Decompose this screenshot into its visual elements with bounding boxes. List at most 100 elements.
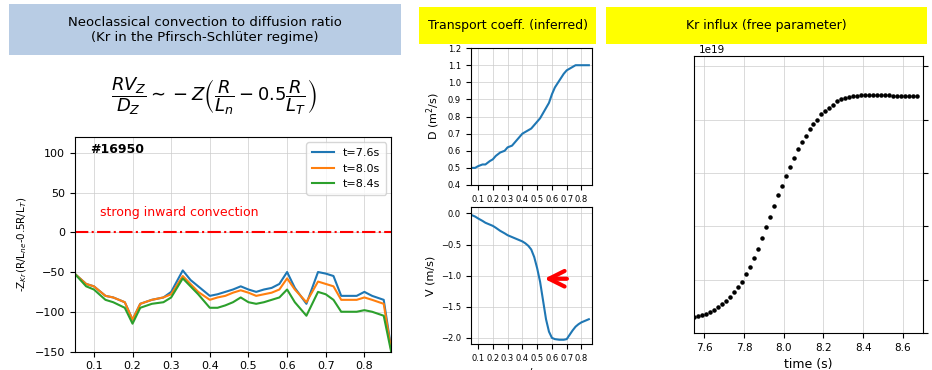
t=7.6s xyxy=(235,284,246,289)
t=7.6s xyxy=(266,286,277,290)
t=7.6s xyxy=(204,294,215,298)
Point xyxy=(706,307,721,313)
Point xyxy=(822,105,837,111)
Point xyxy=(687,314,702,320)
t=7.6s xyxy=(386,348,397,352)
Point xyxy=(866,92,881,98)
t=8.4s xyxy=(146,302,158,306)
t=8.4s xyxy=(80,284,91,289)
t=8.4s xyxy=(386,351,397,355)
t=7.6s xyxy=(312,270,323,274)
t=8.4s xyxy=(289,300,300,305)
Text: #16950: #16950 xyxy=(90,143,144,157)
Point xyxy=(794,139,809,145)
t=8.0s xyxy=(166,292,177,296)
t=8.0s xyxy=(107,295,118,300)
t=8.0s xyxy=(235,288,246,293)
t=8.4s xyxy=(336,310,347,314)
t=8.4s xyxy=(274,295,285,300)
Text: Transport coeff. (inferred): Transport coeff. (inferred) xyxy=(428,19,588,33)
Point xyxy=(834,96,849,102)
Y-axis label: V (m/s): V (m/s) xyxy=(425,256,435,296)
Point xyxy=(747,255,761,261)
t=7.6s xyxy=(366,294,377,298)
Point xyxy=(790,147,805,152)
t=8.4s xyxy=(212,306,223,310)
Point xyxy=(898,93,912,99)
Point xyxy=(861,92,876,98)
Point xyxy=(870,92,884,98)
Point xyxy=(842,94,857,100)
Point xyxy=(703,309,718,314)
Point xyxy=(810,117,825,122)
t=7.6s xyxy=(281,270,293,274)
Point xyxy=(854,92,869,98)
t=8.4s xyxy=(243,300,254,305)
t=8.0s xyxy=(378,302,390,306)
Text: Neoclassical convection to diffusion ratio
(Kr in the Pfirsch-Schlüter regime): Neoclassical convection to diffusion rat… xyxy=(68,16,342,44)
Point xyxy=(838,95,853,101)
Legend: t=7.6s, t=8.0s, t=8.4s: t=7.6s, t=8.0s, t=8.4s xyxy=(307,142,386,195)
t=8.0s xyxy=(89,284,100,289)
t=7.6s xyxy=(107,295,118,300)
t=8.0s xyxy=(359,295,370,300)
t=8.0s xyxy=(301,300,312,305)
t=7.6s xyxy=(134,302,145,306)
t=8.4s xyxy=(89,287,100,292)
t=8.0s xyxy=(127,317,138,322)
Point xyxy=(850,93,865,99)
t=8.0s xyxy=(69,271,80,276)
t=8.4s xyxy=(177,276,188,280)
t=7.6s xyxy=(359,290,370,294)
t=8.0s xyxy=(158,295,169,300)
t=8.0s xyxy=(212,295,223,300)
Text: 1e19: 1e19 xyxy=(699,45,725,55)
Point xyxy=(743,264,758,270)
Point xyxy=(857,92,872,98)
Point xyxy=(719,298,733,304)
Point xyxy=(910,93,925,99)
Point xyxy=(750,246,765,252)
Point xyxy=(722,294,737,300)
t=7.6s xyxy=(177,268,188,273)
t=8.0s xyxy=(80,282,91,286)
Point xyxy=(905,93,920,99)
Point xyxy=(878,92,893,98)
t=8.4s xyxy=(312,290,323,294)
Point xyxy=(894,93,909,99)
Point xyxy=(782,164,797,169)
t=8.4s xyxy=(359,308,370,312)
Point xyxy=(845,93,860,99)
t=7.6s xyxy=(119,300,130,305)
t=7.6s xyxy=(251,290,262,294)
t=8.0s xyxy=(289,287,300,292)
t=7.6s xyxy=(220,290,231,294)
t=8.4s xyxy=(166,295,177,300)
X-axis label: r/a: r/a xyxy=(524,369,539,370)
t=8.0s xyxy=(274,287,285,292)
t=8.0s xyxy=(204,297,215,302)
t=7.6s xyxy=(336,294,347,298)
Point xyxy=(691,313,706,319)
Point xyxy=(798,132,813,138)
t=8.4s xyxy=(366,310,377,314)
t=7.6s xyxy=(321,271,332,276)
Point xyxy=(826,102,841,108)
Point xyxy=(806,121,821,127)
t=8.4s xyxy=(328,297,339,302)
t=7.6s xyxy=(212,292,223,296)
t=8.4s xyxy=(193,292,204,296)
t=8.0s xyxy=(193,290,204,294)
t=8.0s xyxy=(177,274,188,278)
Point xyxy=(802,126,817,132)
t=7.6s xyxy=(343,294,354,298)
t=7.6s xyxy=(146,297,158,302)
Line: t=7.6s: t=7.6s xyxy=(75,270,391,350)
Point xyxy=(885,93,900,99)
Point xyxy=(695,312,710,318)
t=7.6s xyxy=(158,295,169,300)
t=8.4s xyxy=(185,284,196,289)
t=8.4s xyxy=(100,297,111,302)
t=7.6s xyxy=(258,287,269,292)
Point xyxy=(770,192,785,198)
